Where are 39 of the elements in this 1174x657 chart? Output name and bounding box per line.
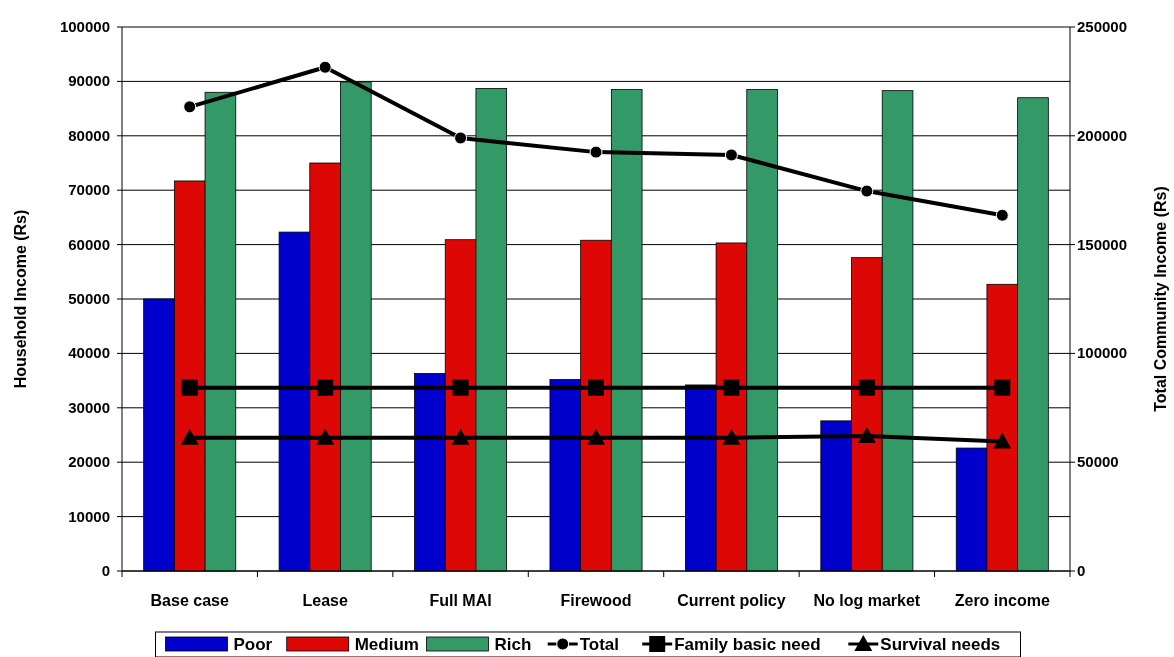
- y-tick-label: 90000: [68, 72, 110, 90]
- y-axis-title: Household Income (Rs): [12, 209, 29, 389]
- x-tick-label: Lease: [302, 592, 348, 609]
- y-tick-label: 60000: [68, 235, 110, 253]
- legend-label: Survival needs: [880, 635, 1001, 654]
- point: [724, 148, 738, 162]
- x-tick-label: No log market: [813, 592, 921, 609]
- y-tick-label: 80000: [68, 126, 110, 144]
- point: [860, 184, 874, 198]
- point: [995, 208, 1009, 222]
- x-tick-label: Firewood: [560, 592, 632, 609]
- y2-tick-label: 100000: [1077, 344, 1128, 362]
- y-tick-label: 40000: [68, 344, 110, 362]
- legend-label: Poor: [233, 635, 273, 654]
- legend-label: Rich: [494, 635, 532, 654]
- y-tick-label: 0: [101, 562, 110, 579]
- x-tick-label: Zero income: [954, 592, 1050, 609]
- x-tick-label: Base case: [150, 592, 229, 609]
- y-tick-label: 20000: [68, 453, 110, 471]
- legend-label: Medium: [354, 635, 419, 654]
- y-tick-label: 10000: [68, 507, 110, 525]
- y2-tick-label: 250000: [1077, 18, 1128, 35]
- legend-label: Family basic need: [674, 635, 821, 654]
- y-tick-label: 30000: [68, 398, 110, 416]
- point: [454, 131, 468, 145]
- y-tick-label: 70000: [68, 181, 110, 199]
- y2-axis-title: Total Community Income (Rs): [1152, 186, 1169, 412]
- legend-label: Total: [579, 635, 620, 654]
- point: [318, 60, 332, 74]
- point: [183, 100, 197, 114]
- x-tick-label: Current policy: [677, 592, 786, 609]
- y2-tick-label: 200000: [1077, 126, 1128, 144]
- y2-tick-label: 50000: [1077, 453, 1119, 471]
- y-tick-label: 100000: [59, 18, 110, 35]
- y-tick-label: 50000: [68, 290, 110, 307]
- y2-tick-label: 0: [1077, 562, 1086, 579]
- x-tick-label: Full MAI: [429, 592, 492, 609]
- y2-tick-label: 150000: [1077, 235, 1128, 253]
- point: [589, 145, 603, 159]
